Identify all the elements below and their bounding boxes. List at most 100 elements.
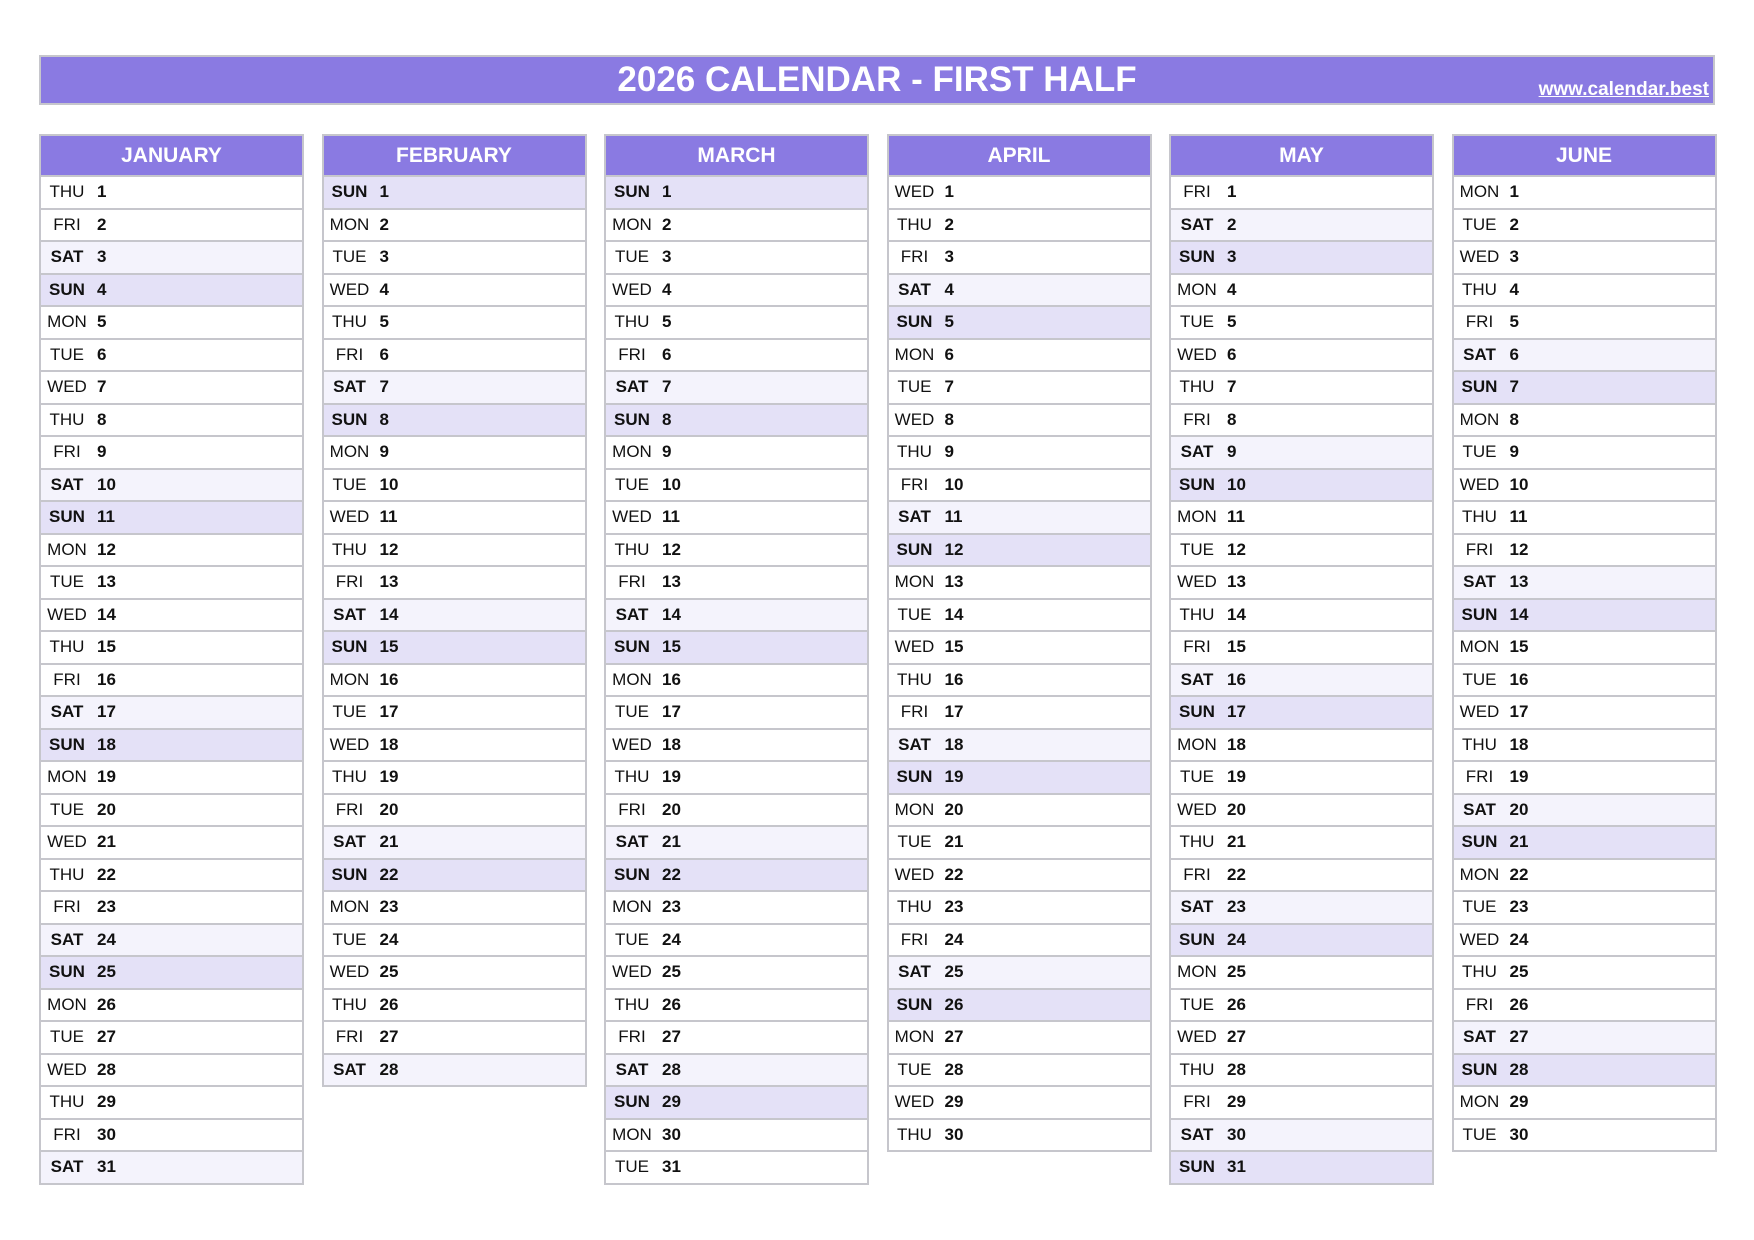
day-row: WED 24 [1453,924,1715,957]
day-row: TUE 5 [1171,307,1432,340]
day-number: 7 [1227,377,1237,397]
day-row: WED 27 [1171,1022,1432,1055]
day-row: THU 14 [1171,599,1432,632]
weekday-label: SUN [1461,604,1498,624]
day-row: MON 30 [606,1119,867,1152]
day-number: 26 [1227,994,1246,1014]
day-number: 4 [662,279,672,299]
day-number: 7 [379,377,389,397]
day-number: 1 [97,182,107,202]
day-number: 11 [1509,507,1528,527]
day-number: 8 [662,409,672,429]
weekday-label: SAT [1180,669,1214,689]
site-link[interactable]: www.calendar.best [1538,79,1709,100]
weekday-label: THU [1179,604,1215,624]
day-row: MON 2 [323,209,585,242]
day-number: 19 [1227,767,1246,787]
day-row: MON 6 [888,339,1150,372]
day-row: TUE 17 [323,697,585,730]
day-row: SUN 11 [41,502,302,535]
day-number: 14 [379,604,399,624]
day-row: THU 21 [1171,827,1432,860]
day-row: THU 18 [1453,729,1715,762]
day-row: MON 20 [888,794,1150,827]
weekday-label: SAT [1180,1124,1214,1144]
day-number: 2 [944,214,954,234]
weekday-label: THU [614,539,650,559]
day-row: MON 11 [1171,502,1432,535]
weekday-label: TUE [615,247,649,267]
weekday-label: WED [1459,474,1500,494]
weekday-label: WED [329,962,370,982]
day-number: 4 [944,279,954,299]
day-row: TUE 21 [888,827,1150,860]
weekday-label: WED [47,604,87,624]
day-row: FRI 20 [323,794,585,827]
day-row: TUE 10 [323,469,585,502]
day-number: 27 [944,1027,964,1047]
day-number: 27 [1227,1027,1246,1047]
month-header: MARCH [606,136,867,177]
weekday-label: SUN [614,1092,650,1112]
weekday-label: WED [894,864,935,884]
day-number: 5 [1509,312,1519,332]
day-row: THU 16 [888,664,1150,697]
day-number: 22 [1227,864,1246,884]
day-number: 23 [379,897,399,917]
weekday-label: TUE [1462,669,1497,689]
day-row: SUN 1 [606,177,867,210]
day-row: WED 25 [606,957,867,990]
weekday-label: FRI [53,1124,81,1144]
day-number: 21 [1227,832,1246,852]
weekday-label: SUN [614,409,650,429]
day-number: 16 [944,669,964,689]
weekday-label: WED [894,637,935,657]
day-row: FRI 13 [606,567,867,600]
weekday-label: MON [329,897,370,917]
weekday-label: THU [614,994,650,1014]
weekday-label: FRI [1183,409,1211,429]
weekday-label: FRI [900,247,929,267]
day-number: 8 [1509,409,1519,429]
day-row: SAT 13 [1453,567,1715,600]
day-number: 3 [379,247,389,267]
day-number: 15 [379,637,399,657]
weekday-label: WED [329,507,370,527]
weekday-label: TUE [1180,312,1214,332]
weekday-label: SUN [896,312,933,332]
day-number: 20 [1509,799,1529,819]
weekday-label: FRI [1465,994,1494,1014]
day-number: 2 [1227,214,1237,234]
day-number: 11 [944,507,963,527]
weekday-label: MON [612,897,652,917]
day-row: SUN 15 [606,632,867,665]
day-row: THU 19 [323,762,585,795]
day-row: SUN 4 [41,274,302,307]
day-number: 24 [1227,929,1246,949]
weekday-label: WED [1459,247,1500,267]
day-number: 6 [662,344,672,364]
day-row: THU 15 [41,632,302,665]
title-bar: 2026 CALENDAR - FIRST HALF www.calendar.… [39,55,1715,105]
day-row: THU 2 [888,209,1150,242]
day-row: FRI 9 [41,437,302,470]
day-number: 27 [379,1027,399,1047]
weekday-label: TUE [50,1027,84,1047]
day-row: SAT 17 [41,697,302,730]
day-number: 1 [662,182,672,202]
day-row: MON 22 [1453,859,1715,892]
weekday-label: FRI [335,1027,364,1047]
day-number: 17 [944,702,964,722]
day-row: FRI 5 [1453,307,1715,340]
weekday-label: SAT [1463,572,1496,592]
day-number: 17 [1227,702,1246,722]
day-number: 19 [944,767,964,787]
day-number: 5 [944,312,954,332]
day-number: 12 [1509,539,1529,559]
day-row: WED 15 [888,632,1150,665]
day-number: 14 [944,604,964,624]
weekday-label: THU [1462,507,1497,527]
day-number: 23 [1227,897,1246,917]
weekday-label: SUN [896,539,933,559]
day-number: 28 [944,1059,964,1079]
